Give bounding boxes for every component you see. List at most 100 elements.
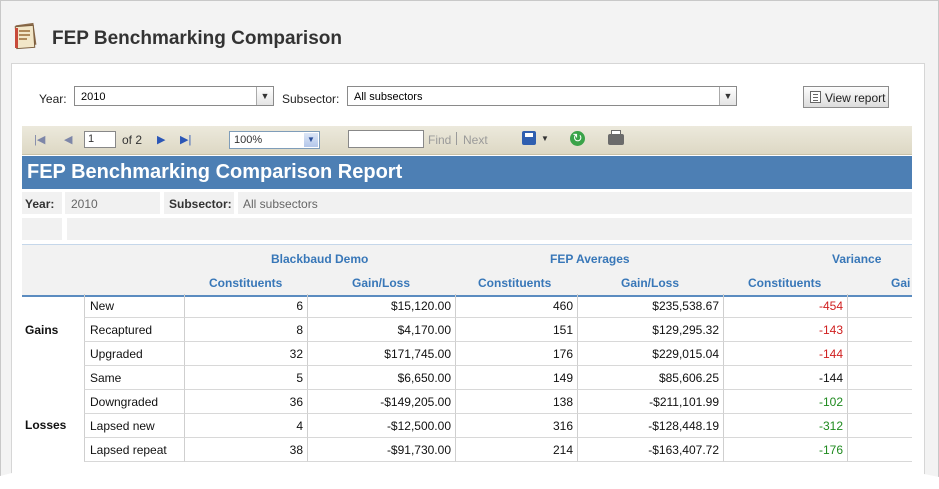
- fep-gain-loss-cell: $129,295.32: [577, 318, 723, 342]
- find-input[interactable]: [348, 130, 424, 148]
- view-report-button[interactable]: View report: [803, 86, 889, 108]
- gain-loss-cell: $15,120.00: [307, 294, 455, 318]
- group-header-blackbaud-demo: Blackbaud Demo: [271, 252, 369, 266]
- report-title-bar: FEP Benchmarking Comparison Report: [22, 156, 912, 189]
- fep-constituents-cell: 460: [455, 294, 577, 318]
- fep-constituents-cell: 176: [455, 342, 577, 366]
- gain-loss-cell: -$12,500.00: [307, 414, 455, 438]
- year-caption: Year:: [25, 197, 55, 211]
- print-icon[interactable]: [608, 130, 624, 145]
- fep-constituents-cell: 214: [455, 438, 577, 462]
- page-title: FEP Benchmarking Comparison: [52, 28, 342, 49]
- fep-constituents-cell: 151: [455, 318, 577, 342]
- view-report-label: View report: [825, 91, 886, 105]
- variance-constituents-cell: -176: [723, 438, 847, 462]
- table-row: Recaptured 8 $4,170.00 151 $129,295.32 -…: [22, 318, 912, 342]
- zoom-select[interactable]: 100% ▼: [229, 131, 320, 149]
- row-label: Lapsed repeat: [84, 438, 184, 462]
- row-label: Upgraded: [84, 342, 184, 366]
- table-header: Blackbaud Demo FEP Averages Variance Con…: [22, 244, 912, 297]
- next-page-icon[interactable]: ▶: [157, 134, 166, 146]
- chevron-down-icon[interactable]: ▼: [256, 87, 273, 105]
- section-label-gains: Gains: [25, 323, 59, 337]
- export-dropdown-icon[interactable]: ▼: [541, 134, 549, 143]
- chevron-down-icon[interactable]: ▼: [304, 133, 318, 147]
- variance-gain-loss-cell: [847, 342, 912, 366]
- subsector-value-cell: All subsectors: [238, 192, 912, 214]
- find-link[interactable]: Find: [428, 133, 452, 147]
- year-select-value: 2010: [81, 91, 106, 103]
- fep-gain-loss-cell: $229,015.04: [577, 342, 723, 366]
- variance-constituents-cell: -144: [723, 342, 847, 366]
- subsector-select-value: All subsectors: [354, 91, 423, 103]
- fep-gain-loss-cell: -$163,407.72: [577, 438, 723, 462]
- constituents-cell: 6: [184, 294, 307, 318]
- fep-constituents-cell: 149: [455, 366, 577, 390]
- find-next-link[interactable]: Next: [463, 133, 488, 147]
- page-count-label: of 2: [122, 133, 143, 147]
- column-header-constituents: Constituents: [209, 276, 283, 290]
- variance-gain-loss-cell: [847, 390, 912, 414]
- fep-gain-loss-cell: -$128,448.19: [577, 414, 723, 438]
- group-header-fep-averages: FEP Averages: [550, 252, 630, 266]
- table-row: Upgraded 32 $171,745.00 176 $229,015.04 …: [22, 342, 912, 366]
- table-row: Lapsed new 4 -$12,500.00 316 -$128,448.1…: [22, 414, 912, 438]
- first-page-icon[interactable]: |◀: [34, 134, 46, 146]
- torn-edge: [0, 472, 939, 489]
- gain-loss-cell: $171,745.00: [307, 342, 455, 366]
- report-title: FEP Benchmarking Comparison Report: [27, 161, 403, 183]
- fep-constituents-cell: 138: [455, 390, 577, 414]
- constituents-cell: 4: [184, 414, 307, 438]
- chevron-down-icon[interactable]: ▼: [719, 87, 736, 105]
- previous-page-icon[interactable]: ◀: [64, 134, 73, 146]
- report-panel: Year: 2010 ▼ Subsector: All subsectors ▼…: [11, 63, 925, 488]
- fep-constituents-cell: 316: [455, 414, 577, 438]
- column-header-gain-loss: Gai: [891, 276, 911, 290]
- gain-loss-cell: $6,650.00: [307, 366, 455, 390]
- row-label: Lapsed new: [84, 414, 184, 438]
- export-icon[interactable]: [522, 131, 536, 145]
- constituents-cell: 8: [184, 318, 307, 342]
- table-body: Gains Losses New 6 $15,120.00 460 $235,5…: [22, 294, 912, 488]
- table-row: Downgraded 36 -$149,205.00 138 -$211,101…: [22, 390, 912, 414]
- variance-constituents-cell: -143: [723, 318, 847, 342]
- constituents-cell: 32: [184, 342, 307, 366]
- column-header-constituents: Constituents: [478, 276, 552, 290]
- variance-constituents-cell: -312: [723, 414, 847, 438]
- app-header: FEP Benchmarking Comparison: [1, 1, 938, 63]
- year-label: Year:: [39, 92, 67, 106]
- subsector-select[interactable]: All subsectors ▼: [347, 86, 737, 106]
- fep-gain-loss-cell: $235,538.67: [577, 294, 723, 318]
- report-parameters-row: Year: 2010 Subsector: All subsectors: [22, 192, 912, 214]
- variance-constituents-cell: -454: [723, 294, 847, 318]
- row-label: New: [84, 294, 184, 318]
- column-header-constituents: Constituents: [748, 276, 822, 290]
- toolbar-divider: [456, 132, 457, 145]
- zoom-value: 100%: [234, 134, 263, 146]
- refresh-icon[interactable]: ↻: [570, 131, 585, 146]
- row-label: Same: [84, 366, 184, 390]
- column-header-gain-loss: Gain/Loss: [352, 276, 411, 290]
- report-icon: [810, 91, 821, 103]
- page-number-input[interactable]: 1: [84, 131, 116, 148]
- year-value-cell: 2010: [65, 192, 160, 214]
- spacer-cell: [67, 218, 912, 240]
- gain-loss-cell: -$149,205.00: [307, 390, 455, 414]
- constituents-cell: 5: [184, 366, 307, 390]
- variance-gain-loss-cell: [847, 438, 912, 462]
- year-caption-cell: Year:: [22, 192, 62, 214]
- section-label-losses: Losses: [25, 418, 67, 432]
- column-header-gain-loss: Gain/Loss: [621, 276, 680, 290]
- variance-constituents-cell: -144: [723, 366, 847, 390]
- report-parameters: Year: 2010 ▼ Subsector: All subsectors ▼…: [12, 64, 924, 122]
- variance-gain-loss-cell: [847, 294, 912, 318]
- year-select[interactable]: 2010 ▼: [74, 86, 274, 106]
- year-value: 2010: [71, 197, 98, 211]
- subsector-caption-cell: Subsector:: [164, 192, 234, 214]
- last-page-icon[interactable]: ▶|: [180, 134, 192, 146]
- constituents-cell: 38: [184, 438, 307, 462]
- constituents-cell: 36: [184, 390, 307, 414]
- subsector-caption: Subsector:: [169, 197, 232, 211]
- variance-gain-loss-cell: [847, 366, 912, 390]
